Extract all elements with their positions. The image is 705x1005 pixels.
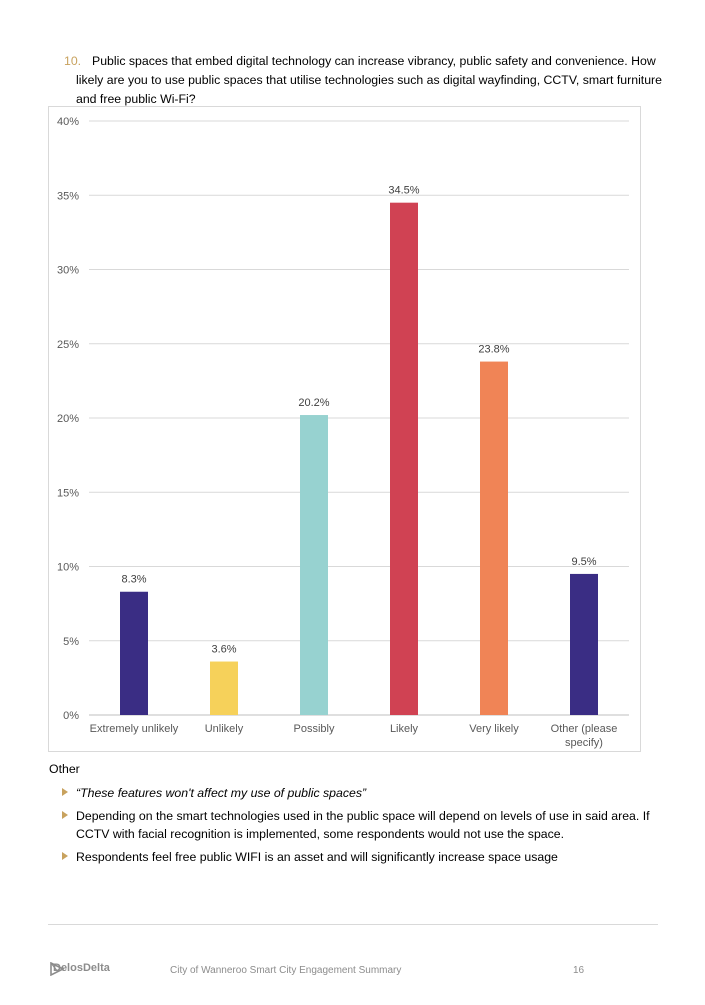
question-text: Public spaces that embed digital technol… (76, 54, 662, 106)
y-tick-label: 35% (57, 190, 79, 202)
y-tick-label: 5% (63, 636, 79, 648)
data-label: 8.3% (121, 574, 146, 586)
list-item-text: Respondents feel free public WIFI is an … (76, 850, 558, 864)
footer-divider (48, 924, 658, 925)
x-tick-label: Unlikely (205, 723, 244, 735)
y-tick-label: 25% (57, 339, 79, 351)
list-item: “These features won't affect my use of p… (62, 784, 662, 802)
data-label: 20.2% (298, 397, 329, 409)
logo: DelosDelta (50, 962, 110, 976)
footer-title: City of Wanneroo Smart City Engagement S… (170, 965, 402, 976)
data-label: 34.5% (388, 185, 419, 197)
y-tick-label: 10% (57, 562, 79, 574)
bar (480, 361, 508, 715)
x-tick-label: Very likely (469, 723, 519, 735)
other-heading: Other (49, 762, 80, 776)
question-number: 10. (64, 54, 82, 68)
y-tick-label: 15% (57, 487, 79, 499)
x-tick-label: Likely (390, 723, 419, 735)
data-label: 23.8% (478, 344, 509, 356)
x-tick-label: Possibly (294, 723, 335, 735)
list-item-text: Depending on the smart technologies used… (76, 809, 650, 841)
delosdelta-logo-icon (50, 962, 64, 976)
x-tick-label: Extremely unlikely (90, 723, 179, 735)
y-tick-label: 0% (63, 710, 79, 722)
list-item: Depending on the smart technologies used… (62, 807, 662, 843)
list-item: Respondents feel free public WIFI is an … (62, 848, 662, 866)
triangle-bullet-icon (62, 852, 68, 860)
data-label: 9.5% (571, 556, 596, 568)
y-tick-label: 30% (57, 265, 79, 277)
triangle-bullet-icon (62, 788, 68, 796)
y-tick-label: 20% (57, 413, 79, 425)
list-item-text: “These features won't affect my use of p… (76, 786, 367, 800)
bar (390, 202, 418, 716)
data-label: 3.6% (211, 644, 236, 656)
other-responses-list: “These features won't affect my use of p… (62, 784, 662, 871)
bar-chart-svg: 0% 5% 10% 15% 20% 25% 30% 35% 40% 8.3% Extremely u… (57, 116, 629, 749)
bar (300, 415, 328, 715)
logo-text: DelosDelta (53, 962, 110, 974)
bar (570, 573, 598, 715)
bar (210, 661, 238, 715)
triangle-bullet-icon (62, 811, 68, 819)
x-tick-label: specify) (565, 737, 603, 749)
x-tick-label: Other (please (551, 723, 618, 735)
page-number: 16 (573, 965, 585, 976)
question: 10. Public spaces that embed digital tec… (64, 52, 664, 109)
bar-chart: 0% 5% 10% 15% 20% 25% 30% 35% 40% 8.3% Extremely u… (48, 106, 641, 752)
y-tick-label: 40% (57, 116, 79, 128)
bar (120, 591, 148, 715)
